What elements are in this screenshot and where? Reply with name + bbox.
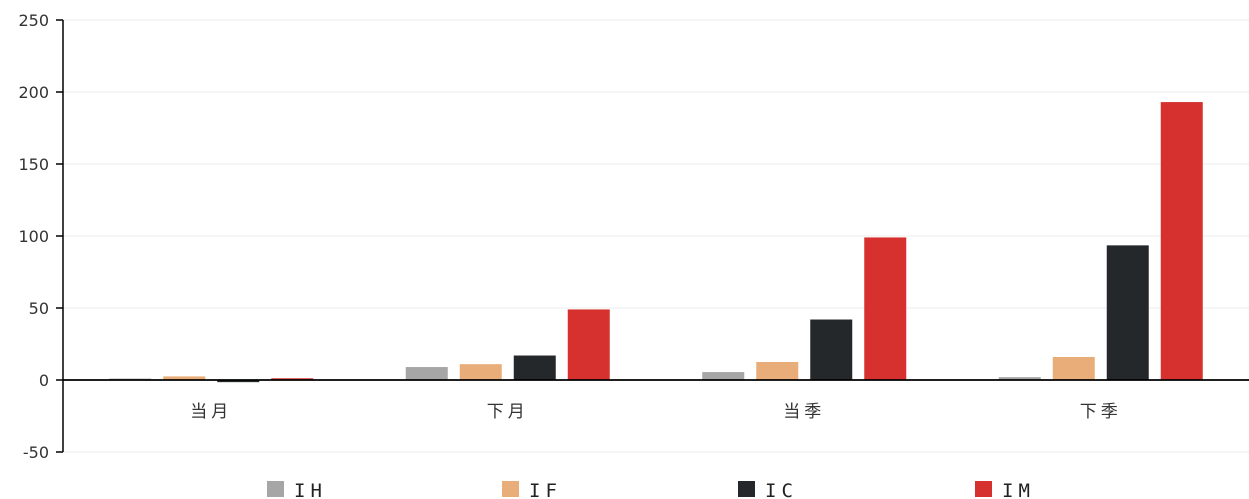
bar-if-3 — [1052, 356, 1095, 380]
y-tick-label: -50 — [23, 443, 49, 462]
x-category-label: 当季 — [783, 402, 825, 422]
y-tick-label: 100 — [18, 227, 49, 246]
legend-swatch — [975, 481, 992, 497]
legend-item-im[interactable]: IM — [975, 480, 1035, 499]
legend-label: IH — [294, 480, 327, 499]
bars — [109, 102, 1203, 383]
bar-ih-3 — [998, 377, 1041, 380]
bar-if-0 — [163, 376, 206, 380]
x-category-label: 下季 — [1080, 402, 1122, 422]
axes — [56, 19, 1249, 453]
bar-ic-1 — [513, 355, 556, 380]
y-tick-label: 150 — [18, 155, 49, 174]
x-category-label: 下月 — [487, 402, 529, 422]
x-category-labels: 当月 下月 当季 下季 — [190, 402, 1122, 422]
y-tick-label: 0 — [39, 371, 49, 390]
y-tick-label: 250 — [18, 11, 49, 30]
bar-if-1 — [459, 364, 502, 380]
bar-im-1 — [567, 309, 610, 380]
bar-im-2 — [864, 237, 907, 380]
bar-ih-2 — [702, 372, 745, 380]
legend-swatch — [738, 481, 755, 497]
y-tick-label: 200 — [18, 83, 49, 102]
gridlines — [63, 19, 1249, 453]
bar-if-2 — [756, 362, 799, 380]
bar-ic-3 — [1106, 245, 1149, 380]
legend-swatch — [267, 481, 284, 497]
bar-ic-2 — [810, 319, 853, 380]
x-category-label: 当月 — [190, 402, 232, 422]
bar-ih-1 — [405, 367, 448, 380]
legend-item-ic[interactable]: IC — [738, 480, 798, 499]
bar-im-3 — [1160, 102, 1203, 380]
legend-item-if[interactable]: IF — [502, 480, 562, 499]
y-tick-labels: -50 0 50 100 150 200 250 — [18, 11, 49, 462]
legend-item-ih[interactable]: IH — [267, 480, 327, 499]
y-tick-label: 50 — [29, 299, 49, 318]
legend: IH IF IC IM — [267, 480, 1035, 499]
legend-swatch — [502, 481, 519, 497]
bar-ic-0 — [217, 380, 260, 383]
legend-label: IM — [1002, 480, 1035, 499]
legend-label: IC — [765, 480, 798, 499]
legend-label: IF — [529, 480, 562, 499]
